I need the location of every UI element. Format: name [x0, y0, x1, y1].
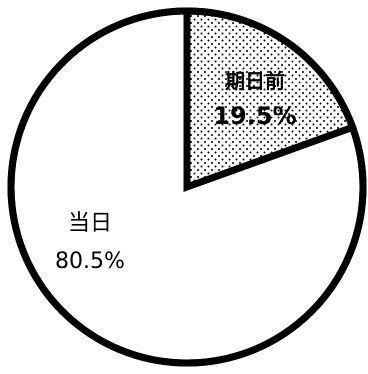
pie-outline: [7, 7, 367, 367]
slice-value-early-voting: 19.5%: [213, 102, 296, 130]
slice-value-election-day: 80.5%: [55, 249, 125, 274]
slice-label-election-day: 当日: [68, 211, 112, 236]
slice-label-early-voting: 期日前: [225, 69, 285, 93]
